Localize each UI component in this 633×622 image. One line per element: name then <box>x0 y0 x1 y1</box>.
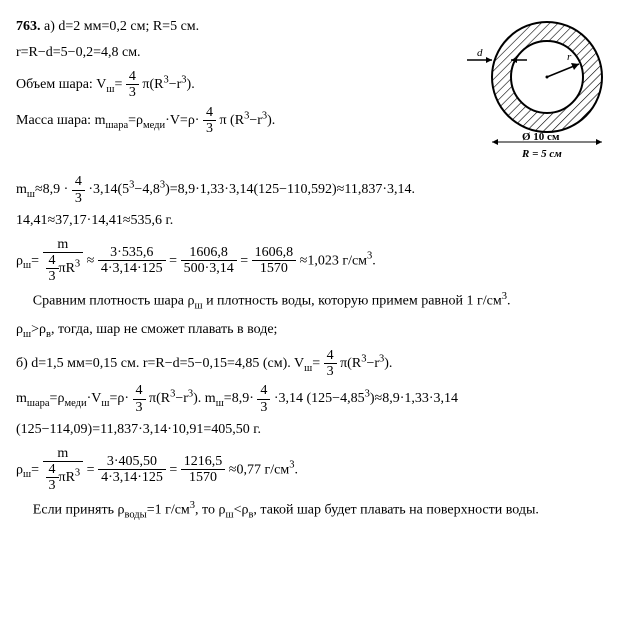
part-a: a) d=2 мм=0,2 см; R=5 см. <box>44 19 199 34</box>
line-14: Если принять ρводы=1 г/см3, то ρш<ρв, та… <box>16 498 617 524</box>
line-1: 763. a) d=2 мм=0,2 см; R=5 см. <box>16 16 455 38</box>
line-4: Масса шара: mшара=ρмеди·V=ρ· 43 π (R3−r3… <box>16 105 455 137</box>
frac-rho-1: m 43πR3 <box>43 237 84 285</box>
text-column: 763. a) d=2 мм=0,2 см; R=5 см. r=R−d=5−0… <box>16 12 455 140</box>
line-12: (125−114,09)=11,837·3,14·10,91=405,50 г. <box>16 419 617 441</box>
label-radius: R = 5 см <box>521 148 562 160</box>
label-r: r <box>567 51 572 63</box>
frac-4-3-c: 43 <box>72 174 85 206</box>
line-9: ρш>ρв, тогда, шар не сможет плавать в во… <box>16 319 617 344</box>
line-7: ρш= m 43πR3 ≈ 3·535,64·3,14·125 = 1606,8… <box>16 237 617 285</box>
frac-rho-b: m 43πR3 <box>43 446 84 494</box>
line-6: 14,41≈37,17·14,41≈535,6 г. <box>16 210 617 232</box>
line-5: mш≈8,9 · 43 ·3,14(53−4,83)=8,9·1,33·3,14… <box>16 174 617 206</box>
line-2: r=R−d=5−0,2=4,8 см. <box>16 42 455 64</box>
diagram-svg: d r Ø 10 см R = 5 см <box>467 12 617 162</box>
problem-number: 763. <box>16 19 41 34</box>
line-3: Объем шара: Vш= 43 π(R3−r3). <box>16 69 455 101</box>
sphere-diagram: d r Ø 10 см R = 5 см <box>467 12 617 170</box>
line-13: ρш= m 43πR3 = 3·405,504·3,14·125 = 1216,… <box>16 446 617 494</box>
frac-4-3-b: 43 <box>203 105 216 137</box>
line-10: б) d=1,5 мм=0,15 см. r=R−d=5−0,15=4,85 (… <box>16 348 617 380</box>
line-8: Сравним плотность шара ρш и плотность во… <box>16 289 617 315</box>
label-diameter: Ø 10 см <box>522 131 560 143</box>
line-11: mшара=ρмеди·Vш=ρ· 43 π(R3−r3). mш=8,9· 4… <box>16 383 617 415</box>
label-d: d <box>477 47 483 59</box>
frac-4-3-a: 43 <box>126 69 139 101</box>
